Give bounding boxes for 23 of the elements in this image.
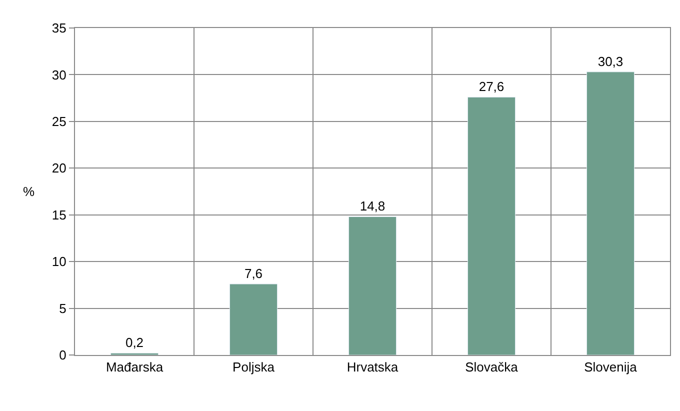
x-tick-label: Mađarska: [106, 360, 164, 375]
bar: [467, 96, 516, 355]
y-tick-label: 30: [52, 67, 66, 82]
bar: [229, 284, 278, 355]
y-tick-label: 0: [59, 348, 66, 363]
y-tick-label: 15: [52, 207, 66, 222]
data-label: 14,8: [360, 198, 386, 214]
y-tick-label: 35: [52, 20, 66, 36]
x-tick-label: Hrvatska: [346, 360, 399, 375]
y-tick-label: 5: [59, 300, 66, 316]
data-label: 0,2: [125, 335, 144, 350]
x-tick-label: Slovačka: [465, 360, 519, 375]
y-tick-label: 25: [52, 114, 66, 129]
data-label: 27,6: [478, 79, 504, 94]
y-tick-label: 10: [52, 254, 66, 270]
y-axis-title: %: [23, 184, 35, 199]
y-tick-label: 20: [52, 160, 66, 176]
bar: [348, 216, 397, 355]
bar: [586, 72, 635, 355]
data-label: 7,6: [244, 266, 263, 281]
x-tick-label: Poljska: [232, 360, 276, 375]
x-tick-label: Slovenija: [584, 360, 638, 375]
data-label: 30,3: [598, 54, 624, 69]
